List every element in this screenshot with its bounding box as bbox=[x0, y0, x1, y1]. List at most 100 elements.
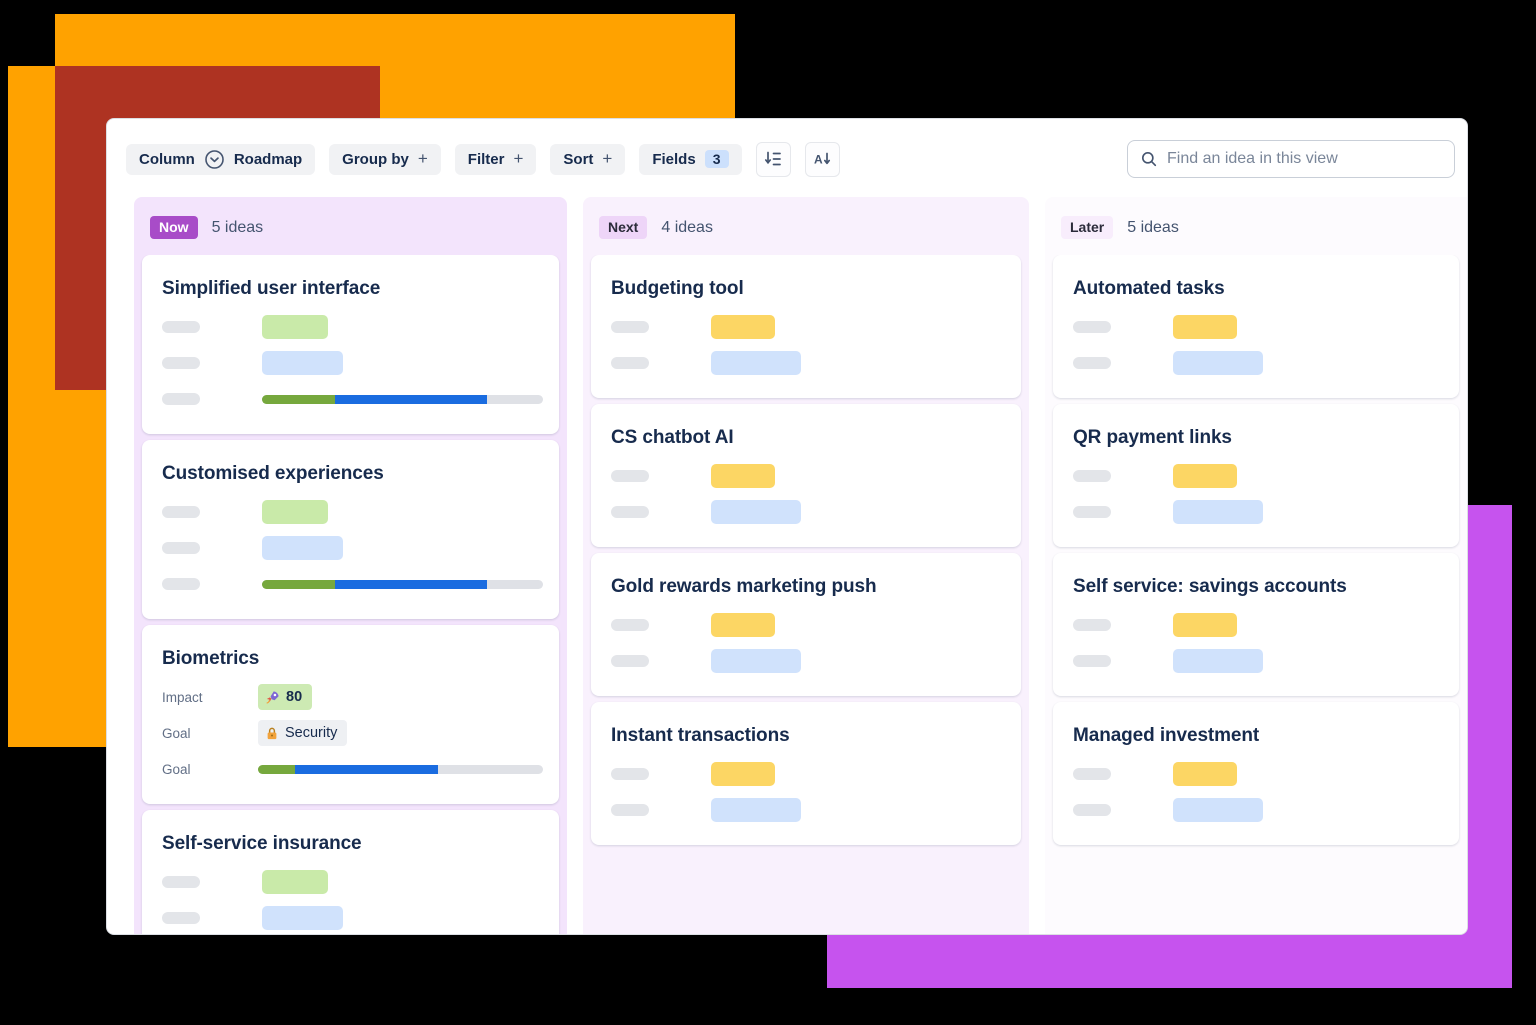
svg-text:A: A bbox=[814, 153, 823, 167]
card-title: Budgeting tool bbox=[611, 278, 744, 300]
field-skeleton bbox=[1073, 321, 1111, 334]
field-skeleton bbox=[611, 357, 649, 370]
field-skeleton bbox=[162, 506, 200, 519]
value-pill-yellow bbox=[1173, 762, 1237, 787]
plus-icon: + bbox=[513, 149, 524, 168]
idea-card[interactable]: QR payment links bbox=[1053, 404, 1459, 548]
sort-button[interactable]: Sort + bbox=[550, 143, 626, 175]
card-title: Self-service insurance bbox=[162, 833, 362, 855]
field-skeleton bbox=[162, 357, 200, 370]
fields-button[interactable]: Fields 3 bbox=[639, 143, 742, 175]
card-title: CS chatbot AI bbox=[611, 427, 734, 449]
column-later: Later 5 ideas Automated tasks QR payment… bbox=[1045, 197, 1467, 934]
value-pill-yellow bbox=[1173, 464, 1237, 489]
value-pill-green bbox=[262, 870, 328, 895]
field-skeleton bbox=[1073, 768, 1111, 781]
value-pill-yellow bbox=[711, 315, 775, 340]
value-pill-blue bbox=[711, 351, 801, 376]
column-now: Now 5 ideas Simplified user interface Cu… bbox=[134, 197, 567, 934]
field-skeleton bbox=[162, 912, 200, 925]
group-by-label: Group by bbox=[342, 150, 409, 168]
field-label: Goal bbox=[162, 761, 191, 777]
card-title: Gold rewards marketing push bbox=[611, 576, 877, 598]
idea-card[interactable]: Self-service insurance bbox=[142, 810, 559, 934]
field-skeleton bbox=[1073, 619, 1111, 632]
field-skeleton bbox=[1073, 655, 1111, 668]
row-height-button[interactable] bbox=[755, 141, 791, 177]
idea-card[interactable]: Managed investment bbox=[1053, 702, 1459, 846]
value-pill-yellow bbox=[1173, 315, 1237, 340]
field-skeleton bbox=[162, 321, 200, 334]
value-pill-blue bbox=[262, 536, 343, 561]
idea-card[interactable]: Instant transactions bbox=[591, 702, 1021, 846]
search-input[interactable] bbox=[1167, 150, 1442, 168]
value-pill-blue bbox=[1173, 500, 1263, 525]
value-pill-green bbox=[262, 315, 328, 340]
progress-bar bbox=[262, 394, 543, 404]
fields-label: Fields bbox=[652, 150, 696, 168]
roadmap-board: Now 5 ideas Simplified user interface Cu… bbox=[107, 197, 1467, 934]
column-selector[interactable]: Column Roadmap bbox=[126, 143, 316, 175]
field-skeleton bbox=[1073, 470, 1111, 483]
card-list: Budgeting tool CS chatbot AI Gold reward… bbox=[583, 255, 1029, 934]
plus-icon: + bbox=[417, 149, 428, 168]
card-list: Simplified user interface Customised exp… bbox=[134, 255, 567, 934]
card-title: Self service: savings accounts bbox=[1073, 576, 1347, 598]
column-count: 4 ideas bbox=[661, 218, 713, 236]
idea-card[interactable]: Simplified user interface bbox=[142, 255, 559, 435]
row-height-icon bbox=[763, 149, 783, 169]
idea-card[interactable]: Self service: savings accounts bbox=[1053, 553, 1459, 697]
field-label: Goal bbox=[162, 725, 191, 741]
status-badge-next: Next bbox=[599, 216, 648, 240]
column-next: Next 4 ideas Budgeting tool CS chatbot A… bbox=[583, 197, 1029, 934]
idea-card[interactable]: CS chatbot AI bbox=[591, 404, 1021, 548]
field-skeleton bbox=[1073, 357, 1111, 370]
filter-button[interactable]: Filter + bbox=[454, 143, 537, 175]
column-header: Later 5 ideas bbox=[1045, 197, 1467, 255]
column-count: 5 ideas bbox=[1127, 218, 1179, 236]
field-skeleton bbox=[1073, 804, 1111, 817]
column-count: 5 ideas bbox=[211, 218, 264, 236]
idea-card[interactable]: Customised experiences bbox=[142, 440, 559, 620]
search-icon bbox=[1140, 150, 1158, 168]
value-pill-yellow bbox=[711, 613, 775, 638]
value-pill-blue bbox=[711, 649, 801, 674]
field-skeleton bbox=[162, 393, 200, 406]
field-skeleton bbox=[162, 578, 200, 591]
column-header: Next 4 ideas bbox=[583, 197, 1029, 255]
group-by-button[interactable]: Group by + bbox=[329, 143, 441, 175]
search-box[interactable] bbox=[1127, 140, 1455, 178]
card-title: Automated tasks bbox=[1073, 278, 1225, 300]
value-pill-blue bbox=[711, 798, 801, 823]
status-badge-later: Later bbox=[1061, 216, 1114, 240]
sort-alpha-button[interactable]: A bbox=[804, 141, 840, 177]
field-skeleton bbox=[1073, 506, 1111, 519]
column-label: Column bbox=[139, 150, 195, 168]
idea-card-biometrics[interactable]: Biometrics Impact bbox=[142, 625, 559, 805]
field-skeleton bbox=[162, 542, 200, 555]
idea-card[interactable]: Automated tasks bbox=[1053, 255, 1459, 399]
value-pill-green bbox=[262, 500, 328, 525]
app-window: Column Roadmap Group by + Filter + Sort … bbox=[106, 118, 1468, 935]
value-pill-blue bbox=[1173, 351, 1263, 376]
value-pill-blue bbox=[1173, 798, 1263, 823]
field-skeleton bbox=[611, 619, 649, 632]
field-skeleton bbox=[611, 804, 649, 817]
goal-value: Security bbox=[285, 725, 338, 742]
idea-card[interactable]: Budgeting tool bbox=[591, 255, 1021, 399]
status-badge-now: Now bbox=[150, 216, 198, 240]
progress-bar bbox=[258, 764, 543, 774]
field-label: Impact bbox=[162, 689, 203, 705]
card-title: Biometrics bbox=[162, 648, 260, 670]
value-pill-yellow bbox=[711, 762, 775, 787]
column-value: Roadmap bbox=[233, 150, 303, 168]
value-pill-yellow bbox=[711, 464, 775, 489]
filter-label: Filter bbox=[467, 150, 505, 168]
idea-card[interactable]: Gold rewards marketing push bbox=[591, 553, 1021, 697]
progress-bar bbox=[262, 579, 543, 589]
field-skeleton bbox=[162, 876, 200, 889]
goal-badge: Security bbox=[258, 720, 348, 747]
card-title: QR payment links bbox=[1073, 427, 1232, 449]
chevron-down-circle-icon bbox=[204, 149, 225, 170]
card-title: Managed investment bbox=[1073, 725, 1260, 747]
